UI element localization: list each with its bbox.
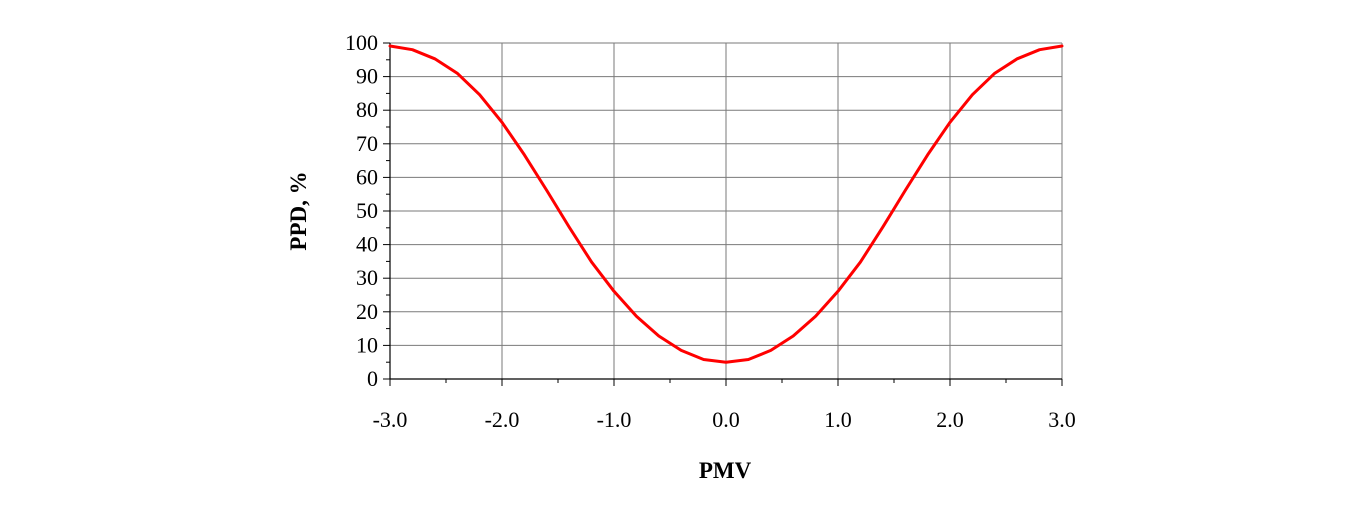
y-tick-label-40: 40 [356,232,378,257]
x-tick-label--3.0: -3.0 [373,407,408,432]
x-tick-label-3.0: 3.0 [1048,407,1076,432]
y-axis-tick-labels: 0 10 20 30 40 50 60 70 80 90 100 [345,30,378,391]
y-tick-label-50: 50 [356,198,378,223]
x-tick-label--1.0: -1.0 [597,407,632,432]
x-tick-label--2.0: -2.0 [485,407,520,432]
series-group [388,44,1064,364]
x-axis-title: PMV [699,458,752,483]
y-tick-label-30: 30 [356,265,378,290]
grid [390,42,1063,379]
y-tick-label-60: 60 [356,164,378,189]
y-tick-label-100: 100 [345,30,378,55]
y-tick-label-0: 0 [367,366,378,391]
y-tick-label-20: 20 [356,299,378,324]
x-tick-label-0.0: 0.0 [712,407,740,432]
y-axis-title: PPD, % [286,171,311,250]
x-axis-tick-labels: -3.0 -2.0 -1.0 0.0 1.0 2.0 3.0 [373,407,1076,432]
y-tick-label-10: 10 [356,332,378,357]
tick-marks [383,42,1063,386]
x-tick-label-2.0: 2.0 [936,407,964,432]
ppd-curve-line [388,44,1064,364]
x-tick-label-1.0: 1.0 [824,407,852,432]
y-tick-label-90: 90 [356,64,378,89]
y-tick-label-80: 80 [356,97,378,122]
y-tick-label-70: 70 [356,131,378,156]
